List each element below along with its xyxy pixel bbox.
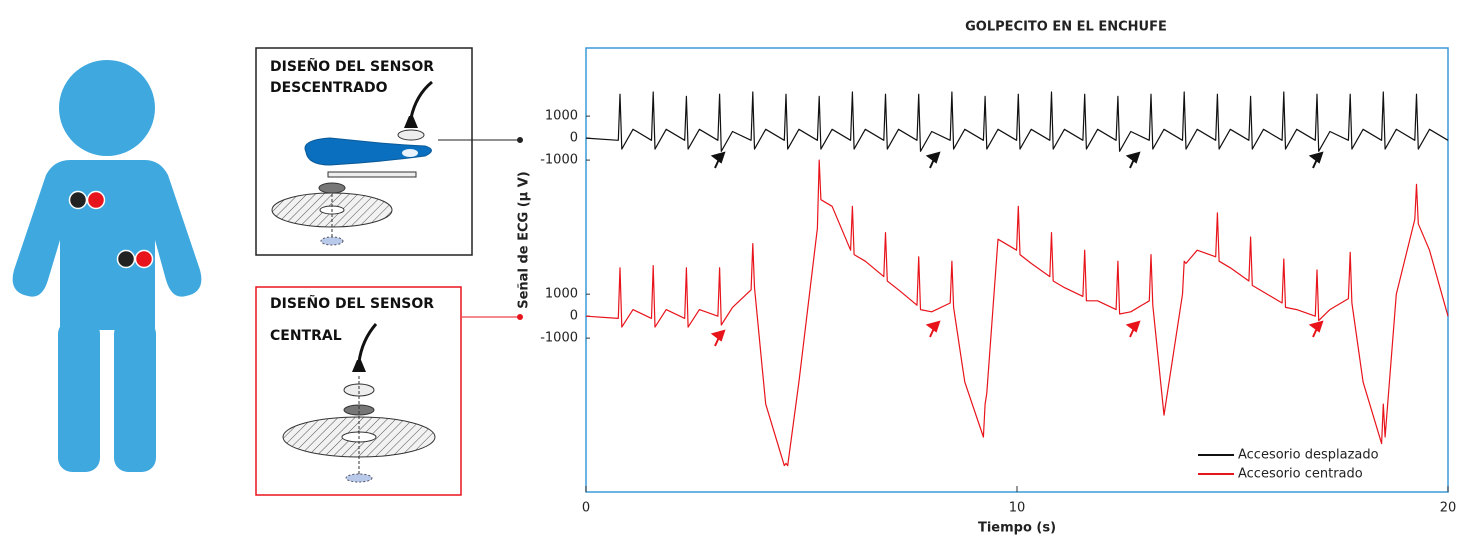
sensor-panel-offset: DISEÑO DEL SENSOR DESCENTRADO	[255, 47, 523, 256]
sensor-panel-central: DISEÑO DEL SENSOR CENTRAL	[255, 286, 523, 496]
x-tick-label: 20	[1440, 501, 1457, 516]
panel-title: DISEÑO DEL SENSOR	[270, 295, 434, 312]
panel-title: CENTRAL	[270, 328, 342, 344]
y-tick-label: -1000	[540, 153, 578, 168]
legend-label: Accesorio desplazado	[1238, 448, 1379, 463]
electrodes	[68, 190, 154, 269]
y-tick-label: 0	[570, 309, 578, 324]
chart-title: GOLPECITO EN EL ENCHUFE	[965, 20, 1167, 35]
legend-label: Accesorio centrado	[1238, 467, 1363, 482]
panel-title: DESCENTRADO	[270, 80, 388, 96]
person-figure	[12, 60, 202, 472]
x-axis-label: Tiempo (s)	[978, 521, 1056, 536]
y-tick-label: 1000	[545, 287, 578, 302]
x-tick-label: 10	[1009, 501, 1026, 516]
event-arrows	[710, 151, 1324, 347]
y-axis-label: Señal de ECG (μ V)	[517, 171, 532, 309]
series-line	[585, 159, 1449, 467]
x-tick-label: 0	[582, 501, 590, 516]
y-tick-label: 1000	[545, 109, 578, 124]
series-line	[585, 91, 1449, 152]
y-tick-label: -1000	[540, 331, 578, 346]
y-tick-label: 0	[570, 131, 578, 146]
panel-title: DISEÑO DEL SENSOR	[270, 58, 434, 75]
